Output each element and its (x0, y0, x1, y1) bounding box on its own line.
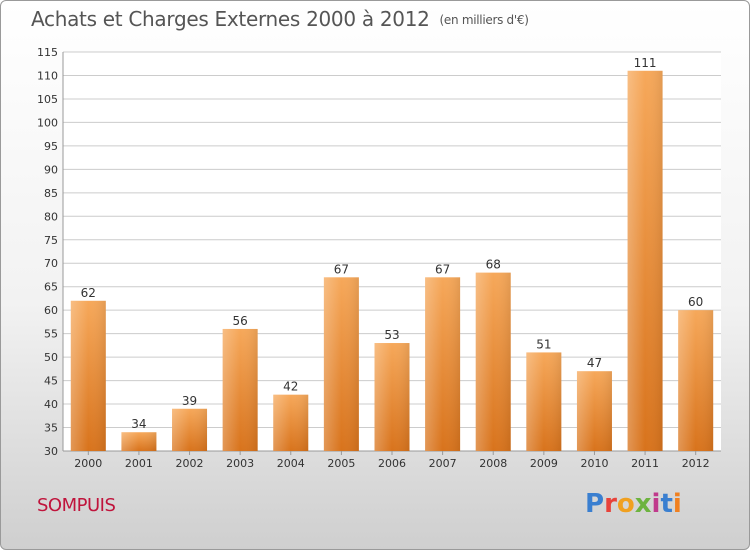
x-tick-label: 2004 (277, 457, 305, 470)
chart-title: Achats et Charges Externes 2000 à 2012 (e… (31, 7, 529, 31)
logo-letter: i (672, 489, 682, 519)
y-tick-label: 35 (44, 422, 58, 435)
y-tick-label: 70 (44, 257, 58, 270)
bar-shade (374, 343, 410, 451)
y-tick-label: 50 (44, 351, 58, 364)
y-tick-label: 110 (37, 69, 58, 82)
x-tick-label: 2000 (74, 457, 102, 470)
y-tick-label: 60 (44, 304, 58, 317)
y-tick-label: 80 (44, 210, 58, 223)
y-tick-label: 115 (37, 46, 58, 59)
logo-letter: t (660, 489, 673, 519)
data-label: 60 (688, 295, 703, 309)
chart-unit: (en milliers d'€) (439, 13, 529, 27)
x-tick-label: 2011 (631, 457, 659, 470)
bar-shade (121, 432, 157, 451)
x-tick-label: 2002 (176, 457, 204, 470)
bar-shade (576, 371, 612, 451)
x-tick-label: 2005 (327, 457, 355, 470)
y-tick-label: 40 (44, 398, 58, 411)
x-tick-label: 2006 (378, 457, 406, 470)
data-label: 34 (131, 417, 146, 431)
data-label: 62 (81, 286, 96, 300)
chart-title-text: Achats et Charges Externes 2000 à 2012 (31, 7, 430, 31)
logo-letter: P (585, 489, 605, 519)
y-tick-label: 95 (44, 140, 58, 153)
logo-letter: o (616, 489, 635, 519)
x-tick-label: 2012 (682, 457, 710, 470)
y-tick-label: 45 (44, 375, 58, 388)
x-tick-label: 2007 (429, 457, 457, 470)
x-tick-label: 2010 (580, 457, 608, 470)
bar-shade (222, 328, 258, 451)
data-label: 47 (587, 356, 602, 370)
data-label: 39 (182, 394, 197, 408)
y-tick-label: 105 (37, 93, 58, 106)
x-tick-label: 2003 (226, 457, 254, 470)
bar-shade (70, 300, 106, 451)
data-label: 42 (283, 380, 298, 394)
bar-shade (172, 408, 208, 451)
logo-letter: x (634, 489, 652, 519)
bar-shade (526, 352, 562, 451)
commune-name: SOMPUIS (37, 495, 116, 516)
y-tick-label: 100 (37, 116, 58, 129)
logo-letter: r (604, 489, 617, 519)
bar-shade (678, 310, 714, 451)
data-label: 111 (634, 56, 657, 70)
logo-letter: i (651, 489, 661, 519)
data-label: 67 (435, 262, 450, 276)
data-label: 67 (334, 262, 349, 276)
data-label: 68 (486, 258, 501, 272)
y-tick-label: 55 (44, 328, 58, 341)
bar-shade (323, 277, 359, 451)
data-label: 56 (233, 314, 248, 328)
bar-shade (425, 277, 461, 451)
y-tick-label: 65 (44, 281, 58, 294)
bar-shade (627, 70, 663, 451)
data-label: 51 (536, 337, 551, 351)
x-tick-label: 2001 (125, 457, 153, 470)
x-tick-label: 2009 (530, 457, 558, 470)
bar-shade (273, 394, 309, 451)
y-tick-label: 90 (44, 163, 58, 176)
bar-shade (475, 272, 511, 451)
proxiti-logo[interactable]: Proxiti (585, 489, 682, 519)
y-tick-label: 85 (44, 187, 58, 200)
x-tick-label: 2008 (479, 457, 507, 470)
y-tick-label: 75 (44, 234, 58, 247)
data-label: 53 (384, 328, 399, 342)
y-tick-label: 30 (44, 445, 58, 458)
